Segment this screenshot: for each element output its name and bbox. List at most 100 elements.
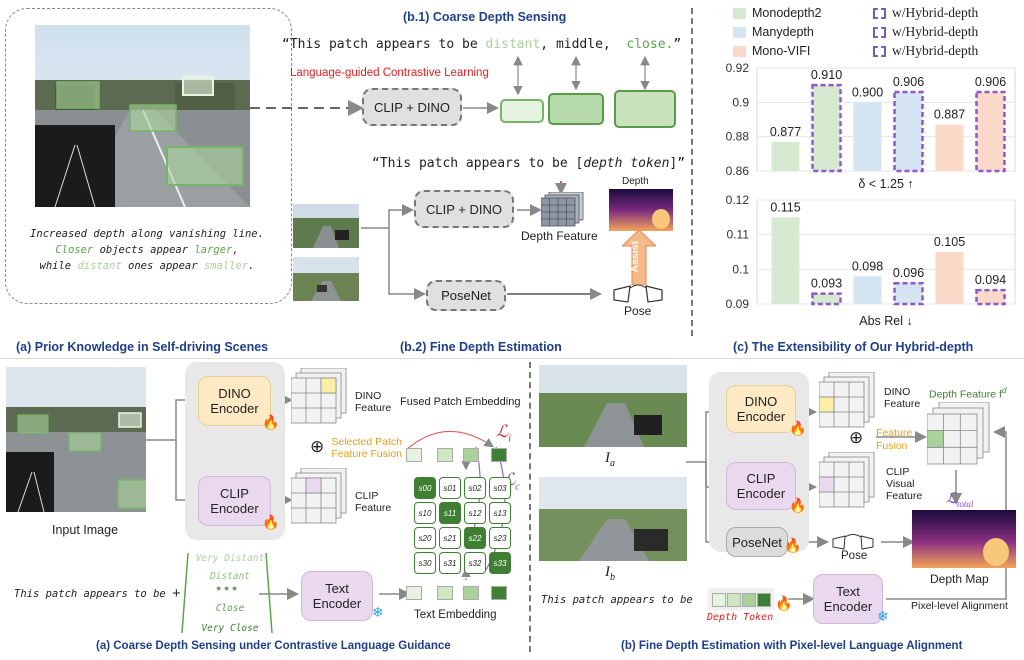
depth-words-bracket bbox=[181, 553, 273, 634]
image-ia bbox=[539, 365, 687, 447]
ib-label: Ib bbox=[605, 564, 615, 583]
br-oplus-icon: ⊕ bbox=[849, 428, 864, 447]
fused-token-1 bbox=[437, 448, 453, 462]
fused-token-3 bbox=[491, 448, 507, 462]
bar-value-label: 0.094 bbox=[975, 273, 1006, 287]
fire-icon: 🔥 bbox=[262, 514, 280, 530]
legend-item: Manydepth bbox=[733, 24, 873, 40]
b1-quote-distant: distant bbox=[485, 37, 541, 52]
ib-symbol: I bbox=[605, 564, 610, 580]
matrix-cell: s01 bbox=[439, 477, 461, 499]
matrix-cell: s31 bbox=[439, 552, 461, 574]
loss-ltotal: ℒtotal bbox=[946, 489, 973, 509]
b1-token-middle bbox=[548, 93, 604, 125]
snowflake-icon: ❄ bbox=[372, 604, 384, 620]
text-embedding-label: Text Embedding bbox=[414, 609, 497, 621]
b2-caption: (b.2) Fine Depth Estimation bbox=[400, 340, 562, 354]
br-pose-icon bbox=[832, 534, 874, 550]
smaller-word: smaller bbox=[203, 260, 249, 272]
plus-icon: + bbox=[172, 585, 181, 602]
prior-line-3-a: while bbox=[39, 260, 78, 272]
fire-icon: 🔥 bbox=[789, 420, 807, 436]
feature-fusion-label: Feature Fusion bbox=[876, 427, 913, 452]
image-ib bbox=[539, 477, 687, 561]
text-token-3 bbox=[491, 586, 507, 600]
matrix-cell: s00 bbox=[414, 477, 436, 499]
b2-depth-feature-label: Depth Feature bbox=[521, 229, 598, 243]
br-pose-label: Pose bbox=[841, 550, 868, 562]
fused-token-0 bbox=[406, 448, 422, 462]
bar-value-label: 0.096 bbox=[893, 266, 924, 280]
bar bbox=[893, 281, 924, 306]
bar-value-label: 0.093 bbox=[811, 277, 842, 291]
matrix-cell: s20 bbox=[414, 527, 436, 549]
y-tick-label: 0.86 bbox=[726, 164, 750, 178]
fire-icon: 🔥 bbox=[789, 497, 807, 513]
b2-posenet-box: PoseNet bbox=[426, 280, 506, 311]
top-divider bbox=[691, 8, 693, 336]
depth-feature-fd-text: Depth Feature f bbox=[929, 388, 1002, 401]
legend-swatch bbox=[873, 45, 886, 57]
patch-middle bbox=[129, 104, 177, 132]
bar bbox=[771, 141, 800, 171]
matrix-cell: s03 bbox=[489, 477, 511, 499]
input-image-label: Input Image bbox=[52, 523, 119, 537]
y-tick-label: 0.88 bbox=[726, 130, 750, 144]
y-tick-label: 0.11 bbox=[727, 228, 750, 242]
br-dino-feature-label: DINO Feature bbox=[884, 386, 921, 410]
legend-label: w/Hybrid-depth bbox=[892, 24, 979, 39]
text-token-1 bbox=[437, 586, 453, 600]
middle-divider bbox=[0, 358, 1024, 359]
legend-swatch bbox=[733, 45, 746, 57]
depth-feature-fd-label: Depth Feature fd bbox=[929, 386, 1006, 401]
legend-item: w/Hybrid-depth bbox=[873, 43, 1013, 59]
contrastive-learning-label: Language-guided Contrastive Learning bbox=[290, 67, 489, 79]
prior-caption: (a) Prior Knowledge in Self-driving Scen… bbox=[16, 340, 269, 354]
chart-svg: 0.92 0.9 0.88 0.86 0.877 0.910 0.900 0.906 0.887… bbox=[726, 61, 1016, 328]
br-posenet-box: PoseNet bbox=[726, 527, 788, 557]
text-token-2 bbox=[463, 586, 479, 600]
depth-map-label: Depth Map bbox=[930, 572, 989, 586]
prior-description: Increased depth along vanishing line. Cl… bbox=[12, 226, 282, 274]
bar bbox=[811, 83, 842, 173]
chart-legend: Monodepth2 w/Hybrid-depth Manydepth w/Hybri… bbox=[733, 5, 1018, 59]
ia-label: Ia bbox=[605, 450, 615, 469]
y-tick-label: 0.92 bbox=[726, 61, 750, 75]
b2-arrows bbox=[361, 180, 602, 300]
prior-line-2: Closer objects appear larger, bbox=[55, 244, 239, 256]
loss-ltotal-symbol: ℒ bbox=[946, 491, 957, 507]
legend-label: Manydepth bbox=[752, 25, 814, 39]
matrix-cell: s33 bbox=[489, 552, 511, 574]
bar-value-label: 0.906 bbox=[893, 75, 924, 89]
legend-holder: Monodepth2 w/Hybrid-depth Manydepth w/Hybri… bbox=[733, 5, 1018, 59]
matrix-cell: s30 bbox=[414, 552, 436, 574]
b1-quote-end: ” bbox=[673, 37, 682, 52]
depth-token-2 bbox=[742, 593, 756, 607]
b1-clip-dino-box: CLIP + DINO bbox=[362, 88, 462, 126]
input-image bbox=[6, 367, 146, 512]
br-depth-map bbox=[912, 510, 1016, 568]
bar-value-label: 0.098 bbox=[852, 259, 883, 273]
clip-encoder-box: CLIP Encoder bbox=[198, 476, 271, 526]
patch-close bbox=[166, 146, 244, 186]
b1-quote-middle: , middle, bbox=[540, 37, 611, 52]
bl-text-encoder-box: Text Encoder bbox=[301, 571, 373, 621]
word-very-distant: Very Distant bbox=[195, 553, 265, 564]
bar-value-label: 0.105 bbox=[934, 235, 965, 249]
dino-encoder-box: DINO Encoder bbox=[198, 376, 271, 426]
depth-token-0 bbox=[712, 593, 726, 607]
prior-line-3-c: ones appear bbox=[121, 260, 204, 272]
br-text-encoder-box: Text Encoder bbox=[813, 574, 883, 624]
legend-label: Monodepth2 bbox=[752, 6, 822, 20]
bl-caption: (a) Coarse Depth Sensing under Contrasti… bbox=[96, 640, 451, 652]
ib-sub: b bbox=[610, 572, 615, 583]
legend-item: w/Hybrid-depth bbox=[873, 5, 1013, 21]
axis-label: Abs Rel ↓ bbox=[859, 314, 913, 328]
y-tick-label: 0.09 bbox=[726, 297, 750, 311]
legend-label: w/Hybrid-depth bbox=[892, 43, 979, 58]
matrix-cell: s32 bbox=[464, 552, 486, 574]
br-prompt: This patch appears to be bbox=[541, 594, 693, 606]
legend-swatch bbox=[873, 7, 886, 19]
b2-quote-end: ]” bbox=[669, 156, 686, 171]
